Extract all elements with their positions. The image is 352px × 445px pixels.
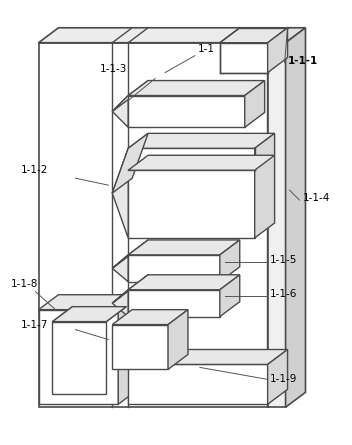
Polygon shape (128, 155, 275, 170)
Bar (128, 290, 220, 317)
Polygon shape (112, 290, 128, 317)
Text: 1-1-1: 1-1-1 (288, 56, 318, 66)
Text: 1-1-3: 1-1-3 (100, 64, 128, 73)
Polygon shape (112, 96, 128, 127)
Bar (268, 43, 285, 407)
Polygon shape (268, 28, 306, 43)
Polygon shape (168, 310, 188, 369)
Polygon shape (128, 275, 240, 290)
Text: 1-1: 1-1 (198, 44, 215, 54)
Bar (39, 43, 268, 407)
Polygon shape (268, 28, 288, 73)
Bar (220, 43, 268, 73)
Polygon shape (285, 28, 306, 407)
Polygon shape (112, 255, 128, 282)
Text: 1-1-4: 1-1-4 (302, 193, 330, 203)
Bar (128, 255, 220, 282)
Bar (39, 310, 118, 404)
Bar (52, 322, 106, 394)
Polygon shape (128, 349, 288, 364)
Polygon shape (112, 240, 148, 268)
Polygon shape (112, 81, 148, 111)
Polygon shape (220, 240, 240, 282)
Text: 1-1-7: 1-1-7 (21, 320, 48, 330)
Polygon shape (220, 275, 240, 317)
Bar (112, 324, 168, 369)
Polygon shape (52, 307, 126, 322)
Bar (128, 364, 268, 404)
Polygon shape (112, 134, 148, 193)
Bar (128, 96, 245, 127)
Polygon shape (268, 28, 288, 407)
Polygon shape (39, 295, 138, 310)
Polygon shape (268, 349, 288, 404)
Text: 1-1-5: 1-1-5 (270, 255, 297, 265)
Polygon shape (112, 310, 188, 324)
Polygon shape (220, 28, 288, 43)
Text: 1-1-2: 1-1-2 (21, 165, 48, 175)
Polygon shape (112, 148, 128, 238)
Text: 1-1-9: 1-1-9 (270, 374, 297, 384)
Text: 1-1-6: 1-1-6 (270, 289, 297, 299)
Polygon shape (128, 81, 265, 96)
Polygon shape (112, 275, 148, 303)
Polygon shape (118, 295, 138, 404)
Polygon shape (255, 134, 275, 238)
Polygon shape (39, 28, 288, 43)
Text: 1-1-8: 1-1-8 (11, 279, 38, 289)
Polygon shape (128, 240, 240, 255)
Bar (128, 148, 255, 238)
Polygon shape (245, 81, 265, 127)
Polygon shape (128, 134, 275, 148)
